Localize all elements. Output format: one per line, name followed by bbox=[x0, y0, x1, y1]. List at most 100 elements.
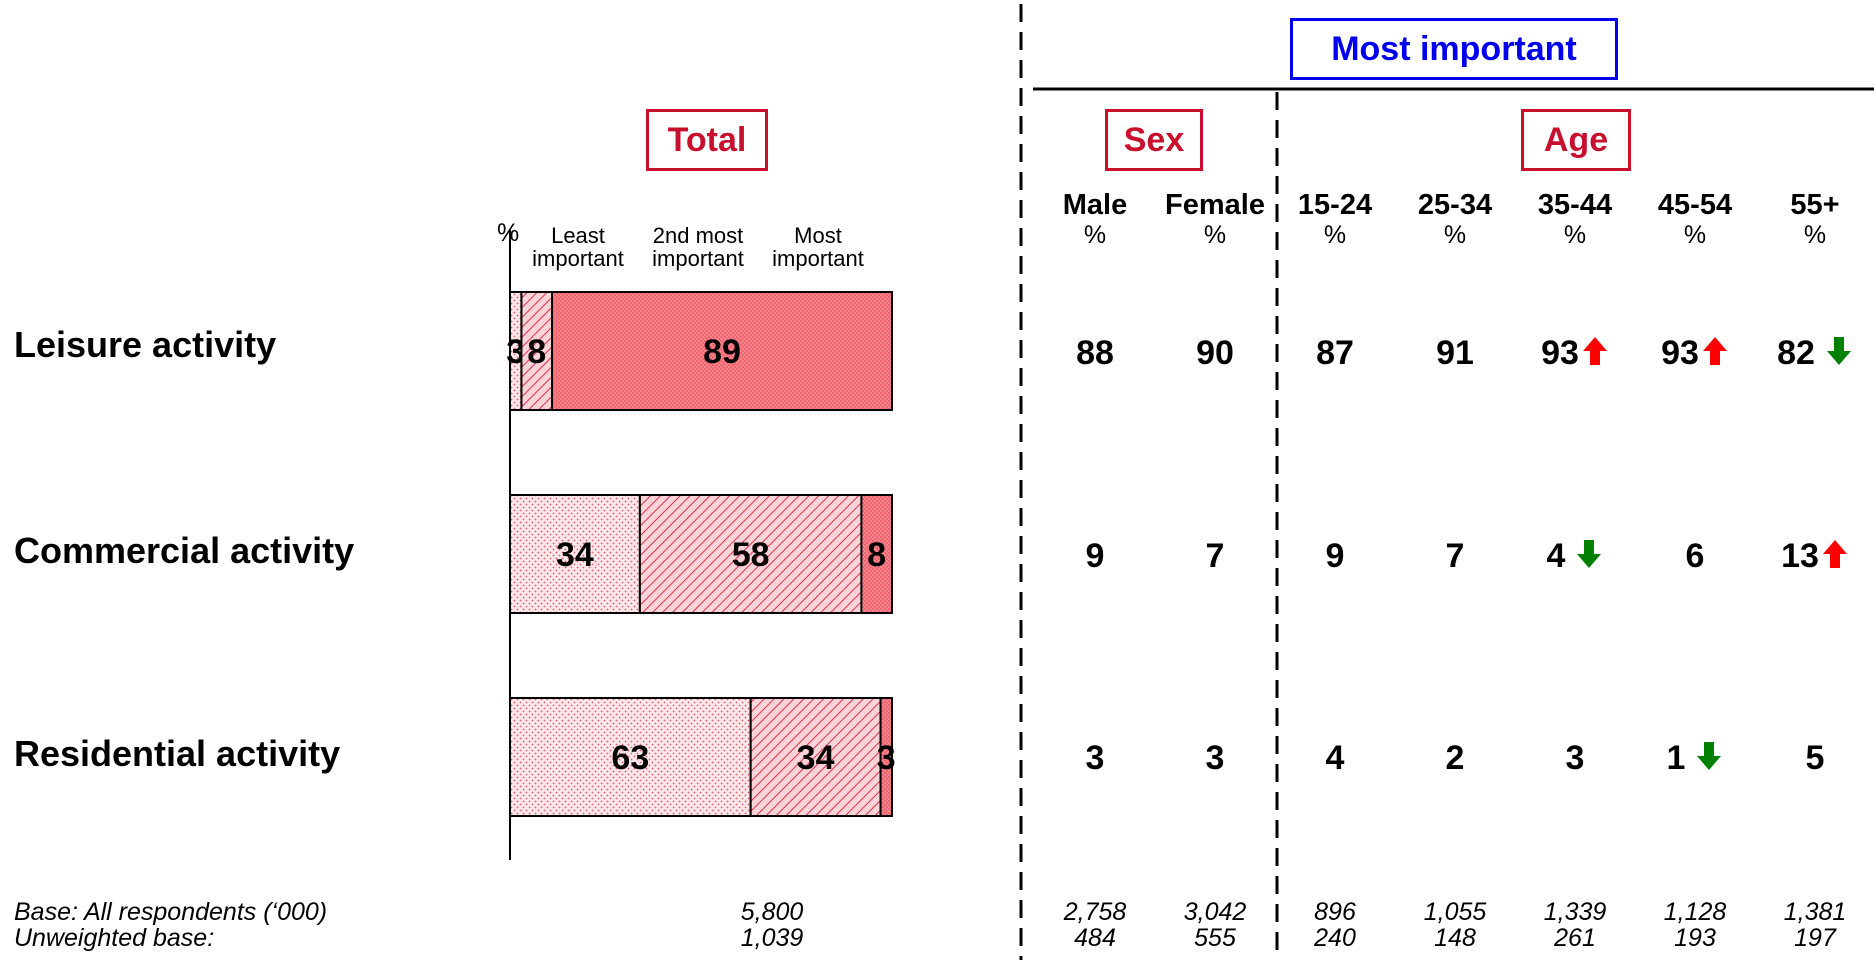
cell-value: 9 bbox=[1085, 537, 1105, 575]
col-male: Male bbox=[1062, 189, 1128, 221]
bar-1-most bbox=[860, 494, 894, 614]
arrow-up-icon bbox=[1701, 335, 1729, 376]
arrow-down-icon bbox=[1575, 538, 1603, 579]
col-age-45-54-pct: % bbox=[1683, 221, 1707, 249]
base-cols2-c3: 148 bbox=[1434, 924, 1476, 952]
base-cols1-c3: 1,055 bbox=[1423, 898, 1487, 926]
sex-header: Sex bbox=[1105, 109, 1203, 171]
cell-value: 5 bbox=[1805, 739, 1825, 777]
col-age-35-44-pct: % bbox=[1563, 221, 1587, 249]
cell-value: 9 bbox=[1325, 537, 1345, 575]
arrow-down-icon bbox=[1825, 335, 1853, 376]
cell-value: 1 bbox=[1666, 739, 1686, 777]
base-cols1-c6: 1,381 bbox=[1783, 898, 1847, 926]
col-age-15-24-pct: % bbox=[1323, 221, 1347, 249]
col-age-35-44: 35-44 bbox=[1537, 189, 1613, 221]
col-age-45-54: 45-54 bbox=[1657, 189, 1733, 221]
total-header: Total bbox=[646, 109, 768, 171]
base-cols2-c5: 193 bbox=[1674, 924, 1716, 952]
cell-r2-c0: 3 bbox=[1035, 739, 1155, 778]
bar-label-1-least: 34 bbox=[556, 536, 594, 574]
cell-value: 3 bbox=[1565, 739, 1585, 777]
cell-value: 4 bbox=[1325, 739, 1345, 777]
row-label-commercial: Commercial activity bbox=[14, 530, 355, 571]
cell-r0-c5: 93 bbox=[1635, 334, 1755, 376]
base-cols1-c5: 1,128 bbox=[1663, 898, 1727, 926]
cell-r2-c5: 1 bbox=[1635, 739, 1755, 781]
cell-r0-c0: 88 bbox=[1035, 334, 1155, 373]
col-age-55-plus: 55+ bbox=[1790, 189, 1840, 221]
cell-value: 3 bbox=[1085, 739, 1105, 777]
cell-r2-c4: 3 bbox=[1515, 739, 1635, 778]
cell-value: 4 bbox=[1546, 537, 1566, 575]
cell-r1-c4: 4 bbox=[1515, 537, 1635, 579]
base-cols2-c2: 240 bbox=[1314, 924, 1356, 952]
cell-r1-c6: 13 bbox=[1755, 537, 1874, 579]
cell-r2-c1: 3 bbox=[1155, 739, 1275, 778]
col-age-55-plus-pct: % bbox=[1803, 221, 1827, 249]
bar-label-1-second: 58 bbox=[732, 536, 770, 574]
row-label-residential: Residential activity bbox=[14, 733, 341, 774]
legend-second-important: 2nd most important bbox=[652, 223, 744, 271]
bar-label-2-most: 3 bbox=[877, 739, 896, 777]
bar-label-1-most: 8 bbox=[867, 536, 886, 574]
base-total-unweighted: 1,039 bbox=[740, 924, 804, 952]
col-age-15-24: 15-24 bbox=[1297, 189, 1373, 221]
legend-most-important: Most important bbox=[772, 223, 864, 271]
cell-value: 7 bbox=[1445, 537, 1465, 575]
cell-r1-c5: 6 bbox=[1635, 537, 1755, 576]
cell-value: 82 bbox=[1777, 334, 1815, 372]
cell-value: 13 bbox=[1781, 537, 1819, 575]
arrow-down-icon bbox=[1695, 740, 1723, 781]
base-label-unweighted: Unweighted base: bbox=[14, 924, 215, 952]
cell-r2-c2: 4 bbox=[1275, 739, 1395, 778]
cell-r1-c0: 9 bbox=[1035, 537, 1155, 576]
cell-value: 2 bbox=[1445, 739, 1465, 777]
cell-r1-c1: 7 bbox=[1155, 537, 1275, 576]
col-age-25-34-pct: % bbox=[1443, 221, 1467, 249]
cell-value: 88 bbox=[1076, 334, 1114, 372]
row-label-leisure: Leisure activity bbox=[14, 324, 277, 365]
cell-r2-c6: 5 bbox=[1755, 739, 1874, 778]
cell-value: 91 bbox=[1436, 334, 1474, 372]
cell-r1-c2: 9 bbox=[1275, 537, 1395, 576]
arrow-up-icon bbox=[1581, 335, 1609, 376]
col-age-25-34: 25-34 bbox=[1417, 189, 1493, 221]
cell-r0-c4: 93 bbox=[1515, 334, 1635, 376]
cell-value: 93 bbox=[1541, 334, 1579, 372]
base-cols2-c6: 197 bbox=[1794, 924, 1836, 952]
cell-value: 93 bbox=[1661, 334, 1699, 372]
bar-0-most bbox=[551, 291, 894, 411]
cell-value: 90 bbox=[1196, 334, 1234, 372]
col-male-pct: % bbox=[1083, 221, 1107, 249]
bar-0-second bbox=[520, 291, 554, 411]
age-header: Age bbox=[1521, 109, 1631, 171]
cell-value: 6 bbox=[1685, 537, 1705, 575]
bar-2-most bbox=[879, 697, 894, 817]
base-cols1-c0: 2,758 bbox=[1063, 898, 1127, 926]
base-cols1-c4: 1,339 bbox=[1543, 898, 1607, 926]
base-cols2-c0: 484 bbox=[1074, 924, 1116, 952]
cell-r1-c3: 7 bbox=[1395, 537, 1515, 576]
legend-least-important: Least important bbox=[532, 223, 624, 271]
cell-r2-c3: 2 bbox=[1395, 739, 1515, 778]
bar-label-0-second: 8 bbox=[527, 333, 546, 371]
col-female-pct: % bbox=[1203, 221, 1227, 249]
bar-2-least bbox=[509, 697, 752, 817]
cell-r0-c2: 87 bbox=[1275, 334, 1395, 373]
cell-r0-c6: 82 bbox=[1755, 334, 1874, 376]
cell-value: 3 bbox=[1205, 739, 1225, 777]
bar-label-0-most: 89 bbox=[703, 333, 741, 371]
base-total-weighted: 5,800 bbox=[740, 898, 804, 926]
cell-value: 7 bbox=[1205, 537, 1225, 575]
arrow-up-icon bbox=[1821, 538, 1849, 579]
cell-value: 87 bbox=[1316, 334, 1354, 372]
bar-label-2-least: 63 bbox=[611, 739, 649, 777]
base-cols1-c1: 3,042 bbox=[1183, 898, 1247, 926]
legend-pct: % bbox=[497, 219, 520, 247]
most-important-header: Most important bbox=[1290, 18, 1618, 80]
base-cols1-c2: 896 bbox=[1314, 898, 1356, 926]
cell-r0-c1: 90 bbox=[1155, 334, 1275, 373]
